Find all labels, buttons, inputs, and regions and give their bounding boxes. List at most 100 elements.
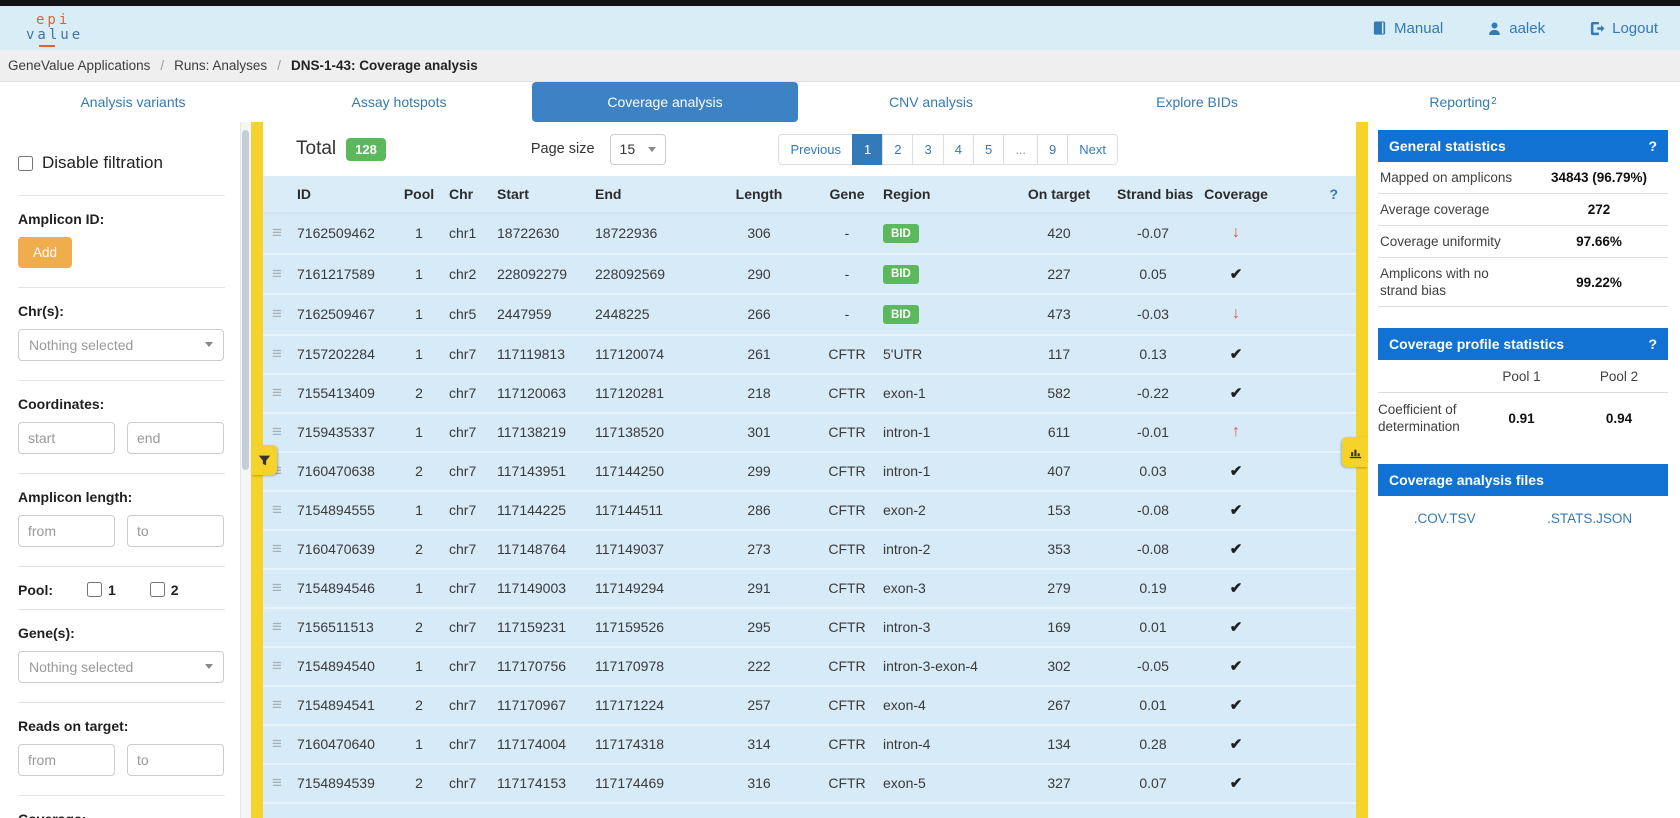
cell-on-target: 611 [1007, 413, 1111, 452]
drag-handle-icon[interactable]: ≡ [272, 304, 282, 323]
statistic-row: Amplicons with no strand bias99.22% [1378, 258, 1668, 307]
add-amplicon-id-button[interactable]: Add [18, 237, 72, 268]
column-header-coverage[interactable]: Coverage [1195, 176, 1277, 213]
drag-handle-icon[interactable]: ≡ [272, 539, 282, 558]
drag-handle-icon[interactable]: ≡ [272, 773, 282, 792]
cell-id: 7161217589 [291, 254, 395, 295]
drag-handle-icon[interactable]: ≡ [272, 264, 282, 283]
help-icon[interactable]: ? [1648, 138, 1657, 154]
page-size-value: 15 [620, 141, 636, 157]
cell-length: 266 [701, 294, 817, 335]
chart-panel-stripe[interactable] [1356, 122, 1368, 818]
table-row: ≡71572022841chr7117119813117120074261CFT… [263, 335, 1356, 374]
breadcrumb-section[interactable]: Runs: Analyses [174, 58, 267, 73]
drag-handle-icon[interactable]: ≡ [272, 223, 282, 242]
sidebar-scrollbar[interactable] [240, 122, 251, 818]
drag-handle-icon[interactable]: ≡ [272, 383, 282, 402]
column-header-strand-bias[interactable]: Strand bias [1111, 176, 1195, 213]
pool-2-toggle[interactable]: 2 [150, 582, 179, 598]
file-link-cov-tsv[interactable]: .COV.TSV [1414, 511, 1476, 526]
logo[interactable]: epi value [26, 13, 83, 43]
disable-filtration-toggle[interactable]: Disable filtration [18, 153, 163, 173]
coverage-ok-check-icon: ✔ [1230, 619, 1243, 636]
column-header-start[interactable]: Start [491, 176, 589, 213]
cell-pool: 1 [395, 213, 443, 254]
table-help-icon[interactable]: ? [1329, 186, 1338, 202]
coordinates-label: Coordinates: [18, 396, 225, 412]
genes-select[interactable]: Nothing selected [18, 651, 224, 683]
cell-end: 117159526 [589, 608, 701, 647]
column-header-chr[interactable]: Chr [443, 176, 491, 213]
column-header-gene[interactable]: Gene [817, 176, 877, 213]
coordinates-start-input[interactable] [18, 422, 115, 454]
manual-link[interactable]: Manual [1372, 20, 1443, 37]
drag-handle-icon[interactable]: ≡ [272, 695, 282, 714]
cell-pool: 2 [395, 374, 443, 413]
pool-2-checkbox[interactable] [150, 582, 165, 597]
cell-length: 295 [701, 608, 817, 647]
coverage-ok-check-icon: ✔ [1230, 697, 1243, 714]
cell-gene: CFTR [817, 530, 877, 569]
pool-1-toggle[interactable]: 1 [87, 582, 116, 598]
pagination-page-3[interactable]: 3 [912, 134, 943, 165]
tab-reporting[interactable]: Reporting2 [1330, 82, 1596, 122]
pool-1-checkbox[interactable] [87, 582, 102, 597]
column-header-region[interactable]: Region [877, 176, 1007, 213]
page-size-select[interactable]: 15 [610, 134, 666, 165]
cell-region: exon-5 [877, 764, 1007, 803]
cell-chr: chr1 [443, 213, 491, 254]
tab-coverage-analysis[interactable]: Coverage analysis [532, 82, 798, 122]
drag-handle-icon[interactable]: ≡ [272, 656, 282, 675]
cell-start: 117138219 [491, 413, 589, 452]
logout-link[interactable]: Logout [1589, 20, 1658, 37]
drag-handle-icon[interactable]: ≡ [272, 422, 282, 441]
coefficient-of-determination-label: Coefficient of determination [1378, 393, 1473, 443]
pagination-page-2[interactable]: 2 [882, 134, 913, 165]
amplicon-length-from-input[interactable] [18, 515, 115, 547]
filter-panel-stripe[interactable] [251, 122, 263, 818]
column-header-on-target[interactable]: On target [1007, 176, 1111, 213]
chart-collapse-tab[interactable] [1342, 437, 1368, 467]
column-header-id[interactable]: ID [291, 176, 395, 213]
column-header-end[interactable]: End [589, 176, 701, 213]
chr-select[interactable]: Nothing selected [18, 329, 224, 361]
coordinates-end-input[interactable] [127, 422, 224, 454]
cell-start: 117144225 [491, 491, 589, 530]
filter-collapse-tab[interactable] [251, 445, 277, 475]
cell-end: 117171224 [589, 686, 701, 725]
file-link-stats-json[interactable]: .STATS.JSON [1547, 511, 1632, 526]
username-label: aalek [1509, 20, 1545, 37]
scrollbar-thumb[interactable] [242, 130, 249, 470]
cell-strand-bias: -0.08 [1111, 491, 1195, 530]
pagination-page-5[interactable]: 5 [973, 134, 1004, 165]
drag-handle-icon[interactable]: ≡ [272, 344, 282, 363]
drag-handle-icon[interactable]: ≡ [272, 734, 282, 753]
column-header-pool[interactable]: Pool [395, 176, 443, 213]
user-menu[interactable]: aalek [1487, 20, 1545, 37]
table-row: ≡71554134092chr7117120063117120281218CFT… [263, 374, 1356, 413]
pagination-page-1[interactable]: 1 [852, 134, 883, 165]
tab-cnv-analysis[interactable]: CNV analysis [798, 82, 1064, 122]
reads-from-input[interactable] [18, 744, 115, 776]
drag-handle-icon[interactable]: ≡ [272, 500, 282, 519]
breadcrumb-root[interactable]: GeneValue Applications [8, 58, 150, 73]
cell-handle: ≡ [263, 374, 291, 413]
pagination-page-4[interactable]: 4 [943, 134, 974, 165]
pagination-previous[interactable]: Previous [778, 134, 853, 165]
pagination-next[interactable]: Next [1067, 134, 1118, 165]
tab-analysis-variants[interactable]: Analysis variants [0, 82, 266, 122]
pagination-page-9[interactable]: 9 [1037, 134, 1068, 165]
cell-spacer [1277, 374, 1356, 413]
reads-to-input[interactable] [127, 744, 224, 776]
tab-assay-hotspots[interactable]: Assay hotspots [266, 82, 532, 122]
genes-group: Gene(s): Nothing selected [18, 610, 225, 703]
amplicon-length-to-input[interactable] [127, 515, 224, 547]
cell-pool: 1 [395, 413, 443, 452]
disable-filtration-checkbox[interactable] [18, 156, 33, 171]
coverage-ok-check-icon: ✔ [1230, 775, 1243, 792]
help-icon[interactable]: ? [1648, 336, 1657, 352]
drag-handle-icon[interactable]: ≡ [272, 578, 282, 597]
drag-handle-icon[interactable]: ≡ [272, 617, 282, 636]
column-header-length[interactable]: Length [701, 176, 817, 213]
tab-explore-bids[interactable]: Explore BIDs [1064, 82, 1330, 122]
